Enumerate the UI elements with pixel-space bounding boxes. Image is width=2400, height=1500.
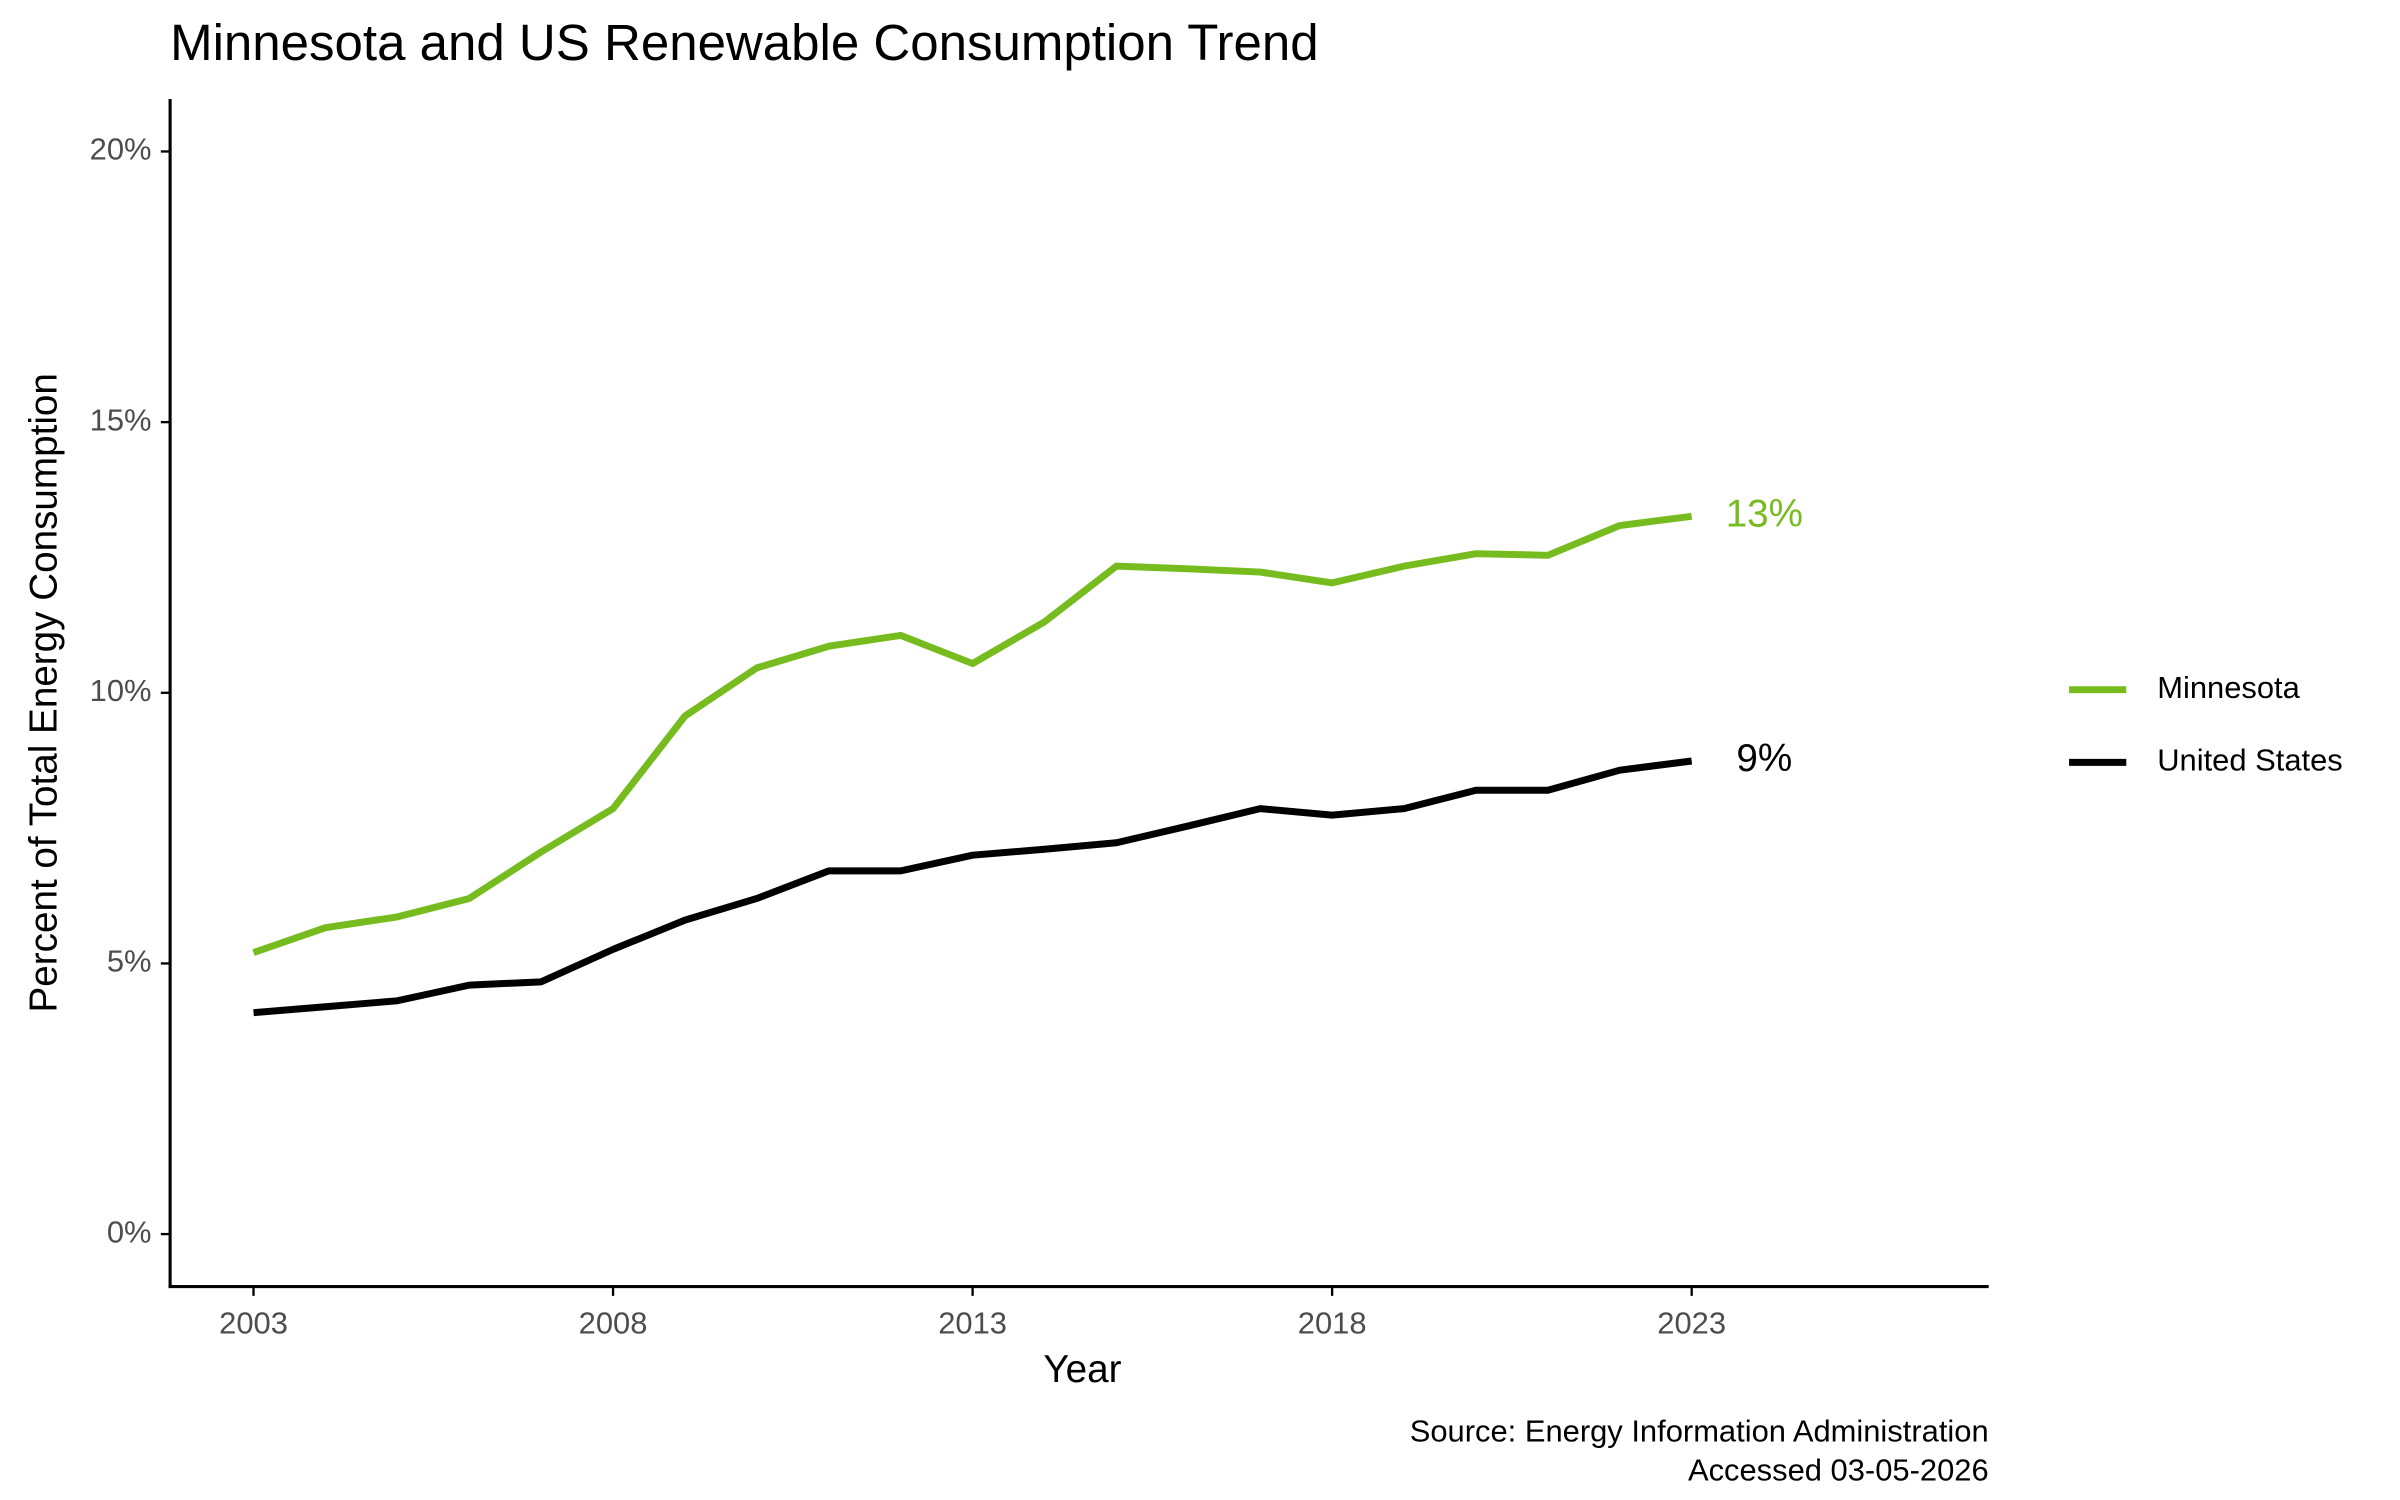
x-tick-label: 2003 — [219, 1305, 288, 1340]
legend-label: Minnesota — [2157, 670, 2300, 705]
y-tick-label: 0% — [107, 1214, 152, 1249]
x-axis-title: Year — [1043, 1348, 1121, 1391]
y-tick-label: 20% — [90, 132, 152, 167]
line — [252, 512, 1693, 956]
caption: Accessed 03-05-2026 — [1688, 1452, 1989, 1487]
legend-label: United States — [2157, 743, 2343, 778]
chart-title: Minnesota and US Renewable Consumption T… — [170, 14, 1319, 71]
y-axis-title: Percent of Total Energy Consumption — [23, 373, 66, 1012]
x-tick-label: 2018 — [1298, 1305, 1367, 1340]
line — [253, 757, 1693, 1017]
value-label: 13% — [1726, 493, 1803, 536]
x-tick-label: 2008 — [579, 1305, 648, 1340]
x-tick-label: 2013 — [938, 1305, 1007, 1340]
y-tick-label: 10% — [90, 673, 152, 708]
y-tick-label: 5% — [107, 944, 152, 979]
caption: Source: Energy Information Administratio… — [1410, 1414, 1989, 1449]
y-tick-label: 15% — [90, 402, 152, 437]
x-tick-label: 2023 — [1657, 1305, 1726, 1340]
value-label: 9% — [1736, 737, 1792, 780]
